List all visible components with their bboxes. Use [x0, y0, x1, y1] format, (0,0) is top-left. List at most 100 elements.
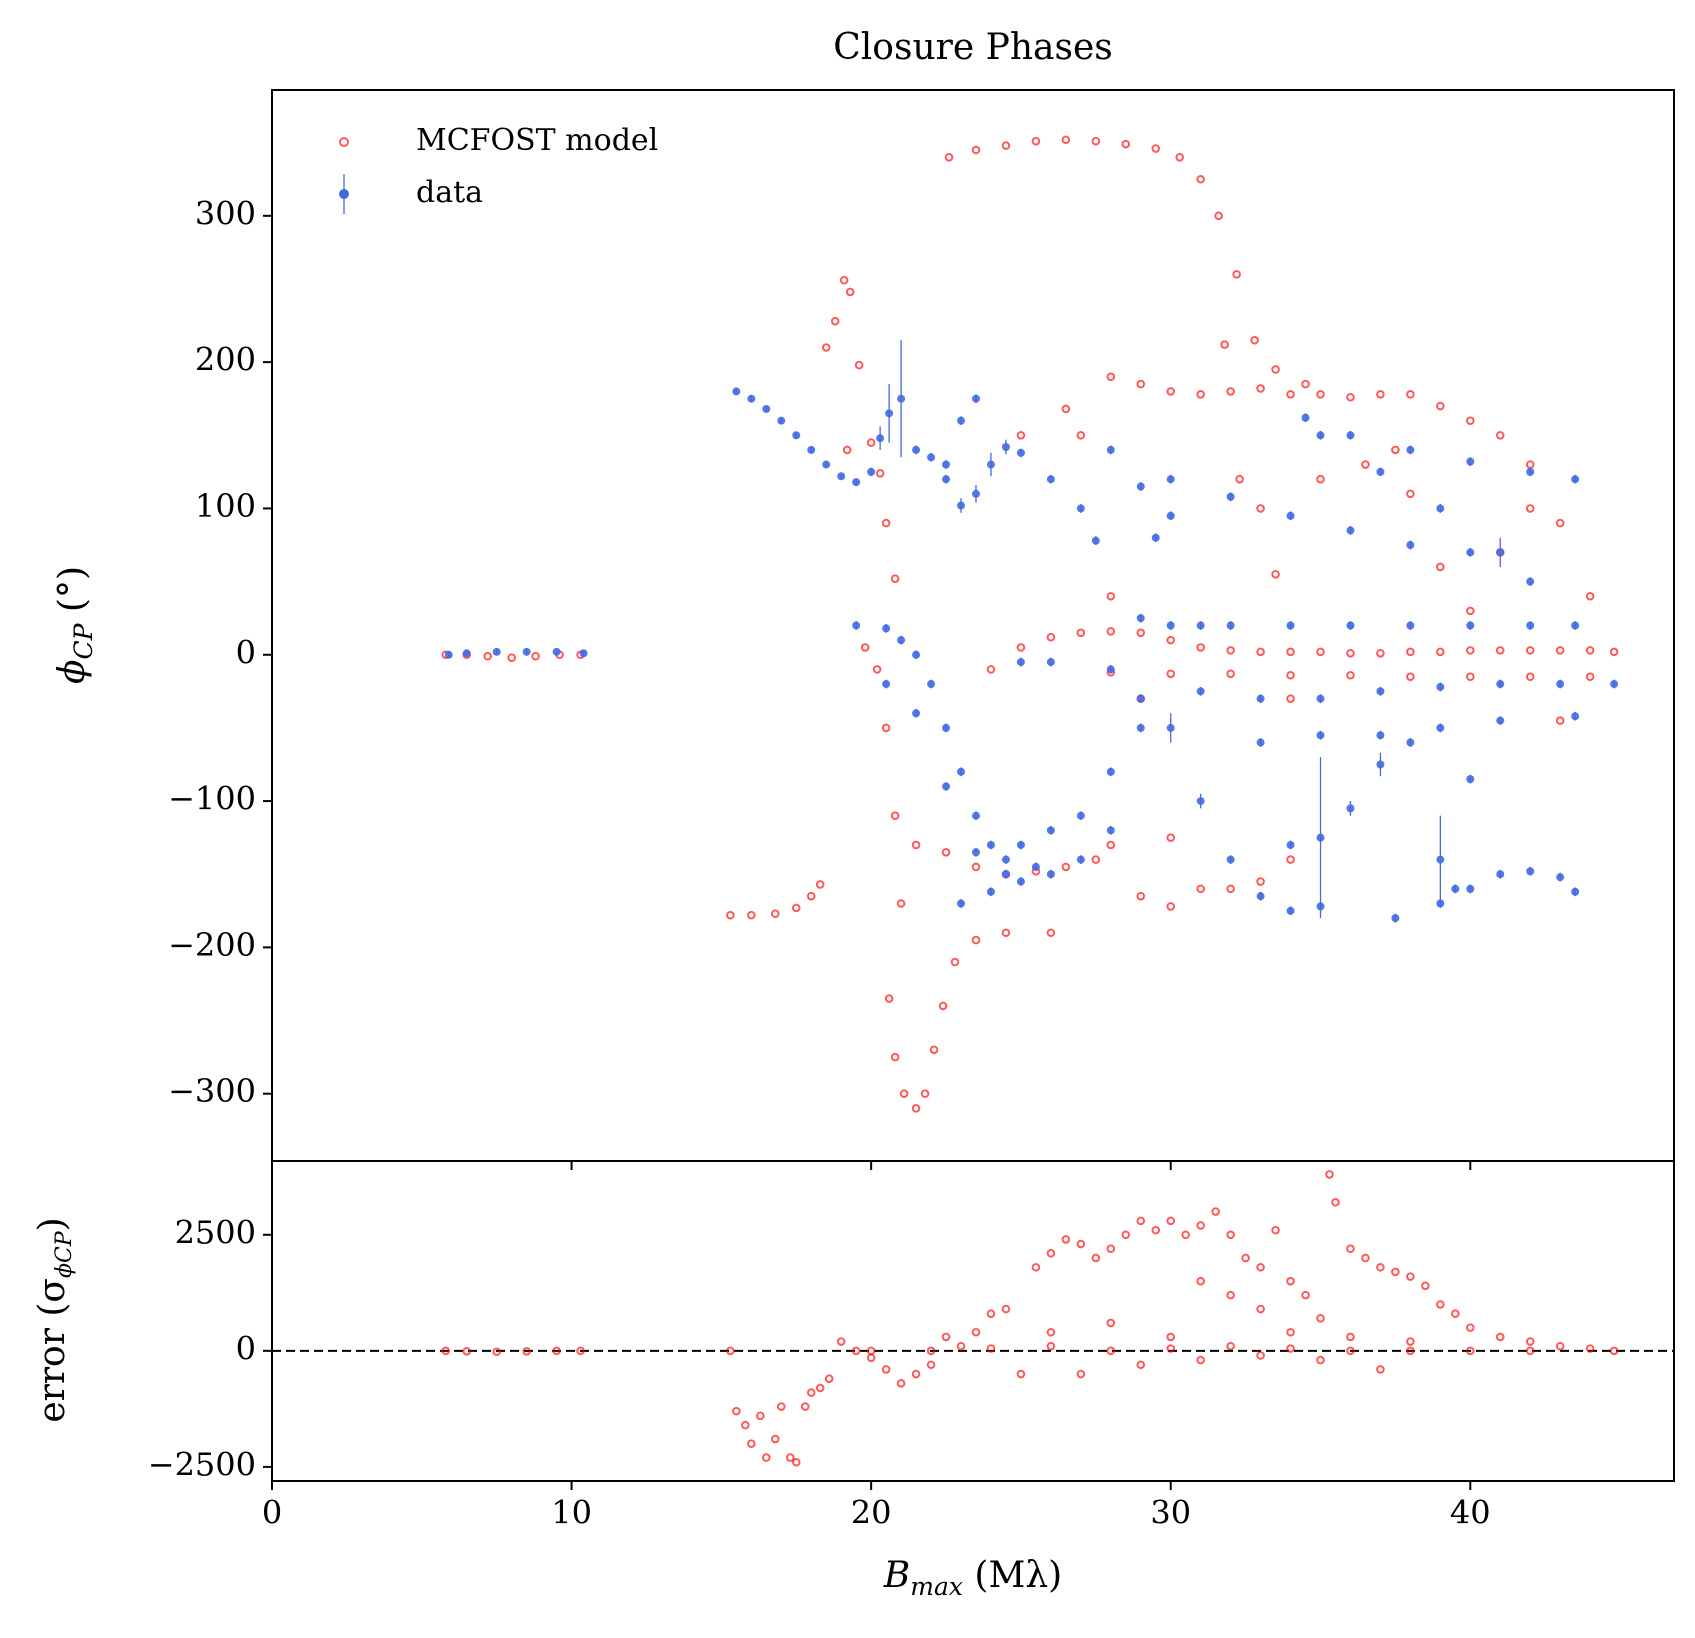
model-point	[1406, 1346, 1415, 1356]
model-point	[1235, 474, 1244, 484]
model-point	[1226, 1290, 1235, 1300]
model-point	[881, 723, 891, 733]
model-point	[1031, 136, 1041, 146]
data-point	[1196, 687, 1205, 696]
data-point	[444, 650, 453, 659]
model-point	[1151, 1225, 1161, 1235]
model-point	[1031, 1262, 1041, 1272]
model-point	[866, 1346, 876, 1356]
data-point	[1526, 467, 1535, 476]
model-point	[576, 1346, 585, 1356]
data-point	[882, 624, 891, 633]
x-label-symbol: B	[883, 1555, 910, 1596]
model-point	[1226, 669, 1235, 679]
y-label-unit: )	[32, 1217, 73, 1231]
data-point	[942, 723, 951, 732]
model-point	[1136, 628, 1146, 638]
data-point	[942, 460, 951, 469]
data-point	[1526, 621, 1535, 630]
model-point	[1465, 646, 1475, 655]
data-point	[1301, 413, 1310, 422]
model-point	[1136, 1360, 1146, 1370]
data-point	[1391, 914, 1400, 923]
data-point	[957, 767, 966, 776]
model-point	[890, 574, 900, 583]
data-point	[1496, 548, 1505, 557]
model-point	[1256, 877, 1265, 886]
model-point	[926, 1360, 936, 1370]
model-point	[1451, 1309, 1460, 1318]
data-point	[1001, 855, 1010, 864]
model-point	[761, 1453, 771, 1462]
model-point	[1376, 1262, 1385, 1272]
data-point	[1136, 723, 1145, 732]
data-point	[492, 647, 501, 656]
data-point	[1556, 680, 1565, 689]
model-point	[1406, 1337, 1415, 1346]
model-point	[1436, 1300, 1445, 1309]
model-point	[1495, 430, 1505, 440]
model-point	[884, 994, 894, 1003]
data-point	[1106, 826, 1115, 835]
data-point	[942, 475, 951, 484]
y-tick-label: −100	[168, 780, 256, 818]
model-point	[1016, 643, 1026, 652]
data-point	[807, 445, 816, 454]
model-point	[770, 1434, 780, 1444]
model-point	[531, 651, 540, 661]
model-point	[941, 847, 951, 857]
data-point	[1106, 767, 1115, 776]
model-point	[1016, 1369, 1026, 1379]
model-point	[1226, 884, 1235, 894]
data-point	[462, 649, 471, 658]
model-point	[1406, 489, 1415, 499]
data-point	[1046, 870, 1055, 879]
model-point	[1196, 174, 1205, 184]
model-point	[1316, 1314, 1325, 1323]
data-point	[1466, 457, 1475, 466]
model-point	[1136, 379, 1146, 389]
model-point	[756, 1411, 765, 1421]
y-tick-label: 100	[195, 487, 256, 525]
model-point	[1076, 1369, 1086, 1379]
x-tick-label: 30	[1150, 1494, 1191, 1532]
model-point	[522, 1346, 531, 1356]
model-point	[1001, 141, 1011, 150]
model-point	[1316, 647, 1325, 657]
model-point	[1151, 144, 1161, 153]
model-point	[881, 1365, 891, 1374]
model-point	[1256, 1304, 1265, 1314]
data-point	[522, 647, 531, 656]
y-axis-label: error (σϕCP)	[32, 1217, 77, 1422]
data-point	[885, 409, 894, 418]
data-point	[1226, 492, 1235, 501]
y-tick-label: −2500	[148, 1445, 256, 1483]
model-point	[1325, 1170, 1334, 1179]
model-point	[1286, 1327, 1295, 1337]
model-point	[1046, 632, 1056, 642]
legend-label: MCFOST model	[416, 123, 658, 158]
model-point	[1585, 672, 1595, 682]
model-point	[821, 343, 831, 352]
model-point	[1585, 591, 1595, 601]
data-point	[1016, 877, 1025, 886]
model-point	[866, 438, 876, 447]
model-point	[890, 811, 900, 821]
x-label-unit: (Mλ)	[963, 1555, 1062, 1596]
model-point	[1136, 891, 1146, 901]
data-point	[1436, 504, 1445, 513]
data-point	[1526, 577, 1535, 586]
model-point	[881, 518, 891, 528]
x-tick-label: 10	[551, 1494, 592, 1532]
model-point	[552, 1346, 561, 1356]
data-point	[1046, 826, 1055, 835]
model-point	[1555, 716, 1565, 725]
model-point	[800, 1402, 810, 1411]
model-point	[1175, 153, 1185, 162]
model-point	[1271, 365, 1280, 374]
model-point	[1286, 855, 1295, 864]
data-point	[1376, 467, 1385, 476]
data-point	[1376, 760, 1385, 769]
model-point	[1046, 1341, 1056, 1351]
